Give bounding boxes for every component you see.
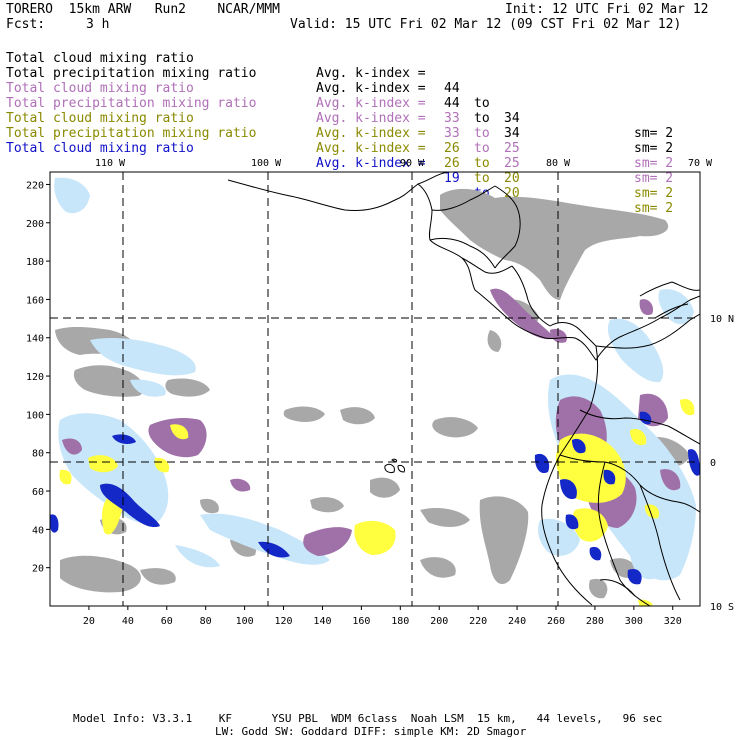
- y-tick-label: 40: [32, 525, 44, 536]
- y-tick-label: 60: [32, 487, 44, 498]
- legend-k1: 33: [444, 126, 460, 141]
- legend-field: Total cloud mixing ratio: [6, 51, 194, 66]
- legend-row: Total cloud mixing ratio Avg. k-index = …: [0, 66, 673, 186]
- legend-k2: 25: [504, 141, 520, 156]
- x-tick-label: 120: [275, 616, 293, 627]
- legend-to: to: [474, 126, 490, 141]
- legend-k2: 34: [504, 126, 520, 141]
- legend-row: Total precipitation mixing ratio Avg. k-…: [0, 111, 673, 231]
- init-time: Init: 12 UTC Fri 02 Mar 12: [505, 2, 709, 17]
- x-tick-label: 280: [586, 616, 604, 627]
- x-tick-label: 220: [469, 616, 487, 627]
- lon-label: 100 W: [251, 158, 282, 169]
- lon-label: 70 W: [688, 158, 713, 169]
- legend-to: to: [474, 156, 490, 171]
- y-tick-label: 180: [26, 257, 44, 268]
- legend-row: Total precipitation mixing ratio Avg. k-…: [0, 81, 673, 201]
- legend-sm: sm= 2: [634, 171, 674, 186]
- gray-cloud-field: [55, 188, 690, 599]
- legend-sm: sm= 2: [634, 141, 674, 156]
- legend-to: to: [474, 96, 490, 111]
- y-tick-label: 80: [32, 449, 44, 460]
- x-tick-label: 140: [313, 616, 331, 627]
- y-tick-label: 120: [26, 372, 44, 383]
- legend-sm: sm= 2: [634, 126, 674, 141]
- legend-field: Total cloud mixing ratio: [6, 81, 194, 96]
- legend-k-label: Avg. k-index =: [316, 141, 426, 156]
- legend-k1: 33: [444, 111, 460, 126]
- model-info: Model Info: V3.3.1 KF YSU PBL WDM 6class…: [73, 712, 663, 725]
- lat-lon-grid: [50, 172, 700, 606]
- map-field: [50, 172, 700, 606]
- legend-row: Total precipitation mixing ratio Avg. k-…: [0, 51, 673, 171]
- legend-k-label: Avg. k-index =: [316, 126, 426, 141]
- legend-k2: 34: [504, 111, 520, 126]
- x-tick-label: 160: [352, 616, 370, 627]
- legend-field: Total cloud mixing ratio: [6, 111, 194, 126]
- lon-label: 90 W: [400, 158, 425, 169]
- forecast-map: 110 W 100 W 90 W 80 W 70 W: [26, 158, 734, 627]
- legend-sm: sm= 2: [634, 156, 674, 171]
- legend-to: to: [474, 171, 490, 186]
- x-tick-label: 240: [508, 616, 526, 627]
- blue-field: [50, 411, 700, 585]
- legend-k-label: Avg. k-index =: [316, 156, 426, 171]
- legend-field: Total precipitation mixing ratio: [6, 66, 257, 81]
- y-tick-label: 140: [26, 334, 44, 345]
- forecast-label: Fcst:: [6, 17, 46, 32]
- x-tick-label: 260: [547, 616, 565, 627]
- y-tick-label: 220: [26, 180, 44, 191]
- legend-row: Total cloud mixing ratio Avg. k-index = …: [0, 36, 673, 156]
- y-tick-label: 20: [32, 564, 44, 575]
- valid-time: Valid: 15 UTC Fri 02 Mar 12 (09 CST Fri …: [290, 17, 682, 32]
- coastline: [227, 172, 700, 606]
- x-tick-label: 200: [430, 616, 448, 627]
- legend-k-label: Avg. k-index =: [316, 81, 426, 96]
- legend-to: to: [474, 111, 490, 126]
- x-tick-label: 60: [161, 616, 173, 627]
- legend-k-label: Avg. k-index =: [316, 96, 426, 111]
- lat-label: 10 N: [710, 314, 734, 325]
- legend-k1: 26: [444, 156, 460, 171]
- legend-k2: 20: [504, 171, 520, 186]
- legend-sm: sm= 2: [634, 201, 674, 216]
- y-tick-label: 200: [26, 219, 44, 230]
- y-tick-label: 100: [26, 410, 44, 421]
- lat-label: 10 S: [710, 602, 734, 613]
- legend-k1: 26: [444, 141, 460, 156]
- x-tick-label: 320: [664, 616, 682, 627]
- legend-field: Total precipitation mixing ratio: [6, 96, 257, 111]
- x-tick-label: 20: [83, 616, 95, 627]
- x-tick-label: 180: [391, 616, 409, 627]
- legend-k-label: Avg. k-index =: [316, 111, 426, 126]
- y-tick-label: 160: [26, 295, 44, 306]
- x-tick-label: 40: [122, 616, 134, 627]
- legend-field: Total cloud mixing ratio: [6, 141, 194, 156]
- forecast-hour: 3 h: [86, 17, 110, 32]
- legend-k2: 25: [504, 156, 520, 171]
- x-tick-label: 100: [236, 616, 254, 627]
- legend-sm: sm= 2: [634, 186, 674, 201]
- y-axis-ticks: 20 40 60 80 100 120 140 160 180 200 220: [26, 180, 50, 575]
- legend-k1: 19: [444, 171, 460, 186]
- lon-label: 80 W: [546, 158, 571, 169]
- legend-field: Total precipitation mixing ratio: [6, 126, 257, 141]
- legend-k1: 44: [444, 81, 460, 96]
- lon-label: 110 W: [95, 158, 126, 169]
- legend-k1: 44: [444, 96, 460, 111]
- legend-row: Total cloud mixing ratio Avg. k-index = …: [0, 96, 673, 216]
- legend-to: to: [474, 141, 490, 156]
- x-tick-label: 300: [625, 616, 643, 627]
- lat-label: 0: [710, 458, 716, 469]
- model-title: TORERO 15km ARW Run2 NCAR/MMM: [6, 2, 280, 17]
- x-tick-label: 80: [200, 616, 212, 627]
- plot-frame: [49, 171, 701, 607]
- x-axis-ticks: 20 40 60 80 100 120 140 160 180 200 220 240 260 280 30…: [83, 606, 682, 627]
- physics-info: LW: Godd SW: Goddard DIFF: simple KM: 2D…: [215, 725, 527, 738]
- legend-k-label: Avg. k-index =: [316, 66, 426, 81]
